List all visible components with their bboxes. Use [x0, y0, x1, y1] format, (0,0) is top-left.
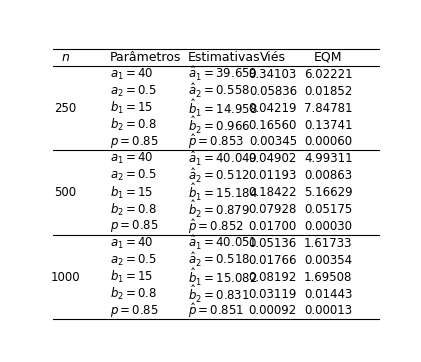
Text: $\hat{a}_1 = 39.659$: $\hat{a}_1 = 39.659$	[188, 65, 257, 83]
Text: 0.01766: 0.01766	[249, 254, 297, 267]
Text: 0.00013: 0.00013	[304, 304, 352, 317]
Text: 0.01700: 0.01700	[249, 220, 297, 233]
Text: $\hat{a}_2 = 0.518$: $\hat{a}_2 = 0.518$	[188, 251, 250, 269]
Text: 1.69508: 1.69508	[304, 271, 352, 284]
Text: 0.16560: 0.16560	[249, 119, 297, 131]
Text: $p = 0.85$: $p = 0.85$	[110, 303, 158, 319]
Text: 1.61733: 1.61733	[304, 237, 352, 250]
Text: $\hat{b}_1 = 15.082$: $\hat{b}_1 = 15.082$	[188, 266, 258, 288]
Text: 5.16629: 5.16629	[304, 186, 353, 199]
Text: 0.18422: 0.18422	[249, 186, 297, 199]
Text: 500: 500	[55, 186, 77, 199]
Text: 7.84781: 7.84781	[304, 102, 352, 115]
Text: $p = 0.85$: $p = 0.85$	[110, 218, 158, 235]
Text: 4.99311: 4.99311	[304, 152, 353, 165]
Text: $n$: $n$	[61, 51, 70, 64]
Text: 0.34103: 0.34103	[249, 68, 297, 81]
Text: $\hat{a}_1 = 40.049$: $\hat{a}_1 = 40.049$	[188, 150, 258, 168]
Text: $p = 0.85$: $p = 0.85$	[110, 134, 158, 150]
Text: 0.05836: 0.05836	[249, 85, 297, 98]
Text: $\hat{a}_2 = 0.558$: $\hat{a}_2 = 0.558$	[188, 82, 250, 100]
Text: $a_1 = 40$: $a_1 = 40$	[110, 67, 153, 82]
Text: 250: 250	[55, 102, 77, 115]
Text: $\hat{a}_1 = 40.051$: $\hat{a}_1 = 40.051$	[188, 234, 257, 252]
Text: 0.01193: 0.01193	[249, 169, 297, 182]
Text: 0.05136: 0.05136	[249, 237, 297, 250]
Text: 1000: 1000	[51, 271, 80, 284]
Text: $\hat{b}_1 = 15.184$: $\hat{b}_1 = 15.184$	[188, 182, 258, 203]
Text: Viés: Viés	[260, 51, 286, 64]
Text: 0.01852: 0.01852	[304, 85, 352, 98]
Text: 0.07928: 0.07928	[249, 203, 297, 216]
Text: $b_2 = 0.8$: $b_2 = 0.8$	[110, 117, 157, 133]
Text: $\hat{p} = 0.851$: $\hat{p} = 0.851$	[188, 302, 244, 320]
Text: $\hat{b}_2 = 0.879$: $\hat{b}_2 = 0.879$	[188, 199, 250, 220]
Text: 0.00863: 0.00863	[304, 169, 352, 182]
Text: 6.02221: 6.02221	[304, 68, 353, 81]
Text: 0.04902: 0.04902	[249, 152, 297, 165]
Text: $a_2 = 0.5$: $a_2 = 0.5$	[110, 168, 157, 183]
Text: $b_2 = 0.8$: $b_2 = 0.8$	[110, 286, 157, 302]
Text: $a_2 = 0.5$: $a_2 = 0.5$	[110, 253, 157, 268]
Text: $\hat{p} = 0.853$: $\hat{p} = 0.853$	[188, 132, 244, 151]
Text: EQM: EQM	[314, 51, 343, 64]
Text: $b_1 = 15$: $b_1 = 15$	[110, 100, 153, 116]
Text: $\hat{p} = 0.852$: $\hat{p} = 0.852$	[188, 217, 244, 236]
Text: Parâmetros: Parâmetros	[110, 51, 181, 64]
Text: 0.00030: 0.00030	[304, 220, 352, 233]
Text: 0.01443: 0.01443	[304, 287, 352, 300]
Text: 0.04219: 0.04219	[249, 102, 297, 115]
Text: 0.00060: 0.00060	[304, 135, 352, 148]
Text: $\hat{b}_1 = 14.958$: $\hat{b}_1 = 14.958$	[188, 98, 258, 119]
Text: $b_1 = 15$: $b_1 = 15$	[110, 185, 153, 201]
Text: 0.00092: 0.00092	[249, 304, 297, 317]
Text: 0.08192: 0.08192	[249, 271, 297, 284]
Text: $a_2 = 0.5$: $a_2 = 0.5$	[110, 84, 157, 99]
Text: 0.00354: 0.00354	[304, 254, 352, 267]
Text: $\hat{a}_2 = 0.512$: $\hat{a}_2 = 0.512$	[188, 167, 250, 185]
Text: Estimativas: Estimativas	[188, 51, 261, 64]
Text: 0.13741: 0.13741	[304, 119, 352, 131]
Text: $b_1 = 15$: $b_1 = 15$	[110, 269, 153, 285]
Text: $a_1 = 40$: $a_1 = 40$	[110, 151, 153, 167]
Text: $a_1 = 40$: $a_1 = 40$	[110, 236, 153, 251]
Text: 0.05175: 0.05175	[304, 203, 352, 216]
Text: 0.00345: 0.00345	[249, 135, 297, 148]
Text: 0.03119: 0.03119	[249, 287, 297, 300]
Text: $\hat{b}_2 = 0.831$: $\hat{b}_2 = 0.831$	[188, 283, 250, 304]
Text: $b_2 = 0.8$: $b_2 = 0.8$	[110, 202, 157, 218]
Text: $\hat{b}_2 = 0.966$: $\hat{b}_2 = 0.966$	[188, 114, 250, 136]
